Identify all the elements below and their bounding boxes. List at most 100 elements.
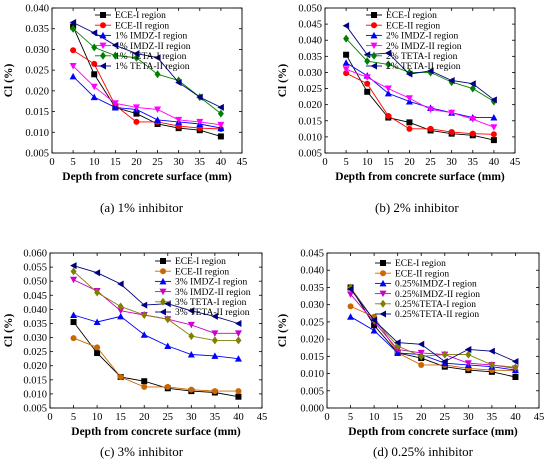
y-axis-title: Cl (%) bbox=[277, 64, 289, 98]
x-tick-label: 45 bbox=[510, 157, 521, 168]
data-point bbox=[342, 22, 350, 30]
y-axis-title: Cl (%) bbox=[3, 64, 15, 98]
y-tick-label: 0.025 bbox=[298, 84, 322, 95]
data-point bbox=[111, 103, 119, 111]
data-point bbox=[464, 360, 472, 367]
legend-marker bbox=[99, 42, 107, 50]
data-point bbox=[91, 71, 98, 78]
data-point bbox=[117, 307, 125, 315]
data-point bbox=[490, 96, 497, 104]
data-point bbox=[448, 129, 455, 136]
data-point bbox=[465, 350, 472, 359]
x-axis-title: Depth from concrete surface (mm) bbox=[71, 426, 241, 438]
y-tick-label: 0.040 bbox=[25, 4, 49, 15]
legend-marker bbox=[380, 260, 386, 266]
x-tick-label: 30 bbox=[446, 157, 457, 168]
data-point bbox=[94, 350, 101, 357]
data-point bbox=[140, 331, 148, 338]
y-tick-label: 0.035 bbox=[23, 319, 47, 330]
data-point bbox=[343, 51, 350, 58]
x-tick-label: 10 bbox=[362, 157, 373, 168]
data-point bbox=[69, 19, 77, 26]
data-point bbox=[187, 350, 195, 358]
data-point bbox=[91, 60, 98, 67]
y-tick-label: 0.030 bbox=[23, 333, 47, 344]
data-point bbox=[384, 89, 392, 97]
data-point bbox=[154, 54, 161, 62]
data-point bbox=[343, 34, 350, 43]
data-point bbox=[70, 262, 77, 270]
data-point bbox=[211, 352, 219, 359]
data-point bbox=[154, 116, 162, 123]
panel-2: 0 5 10 15 20 25 30 35 40 45 0.005 0.010 0.015 0.020 0.… bbox=[277, 4, 520, 216]
panel-caption: (d) 0.25% inhibitor bbox=[373, 444, 474, 459]
legend-label: ECE-I region bbox=[386, 11, 437, 21]
legend-label: ECE-II region bbox=[115, 21, 169, 31]
data-point bbox=[384, 49, 392, 57]
panel-1: 0 5 10 15 20 25 30 35 40 45 0.005 0.010 0.015 0.020 0.… bbox=[3, 4, 247, 216]
data-point bbox=[70, 276, 78, 284]
data-point bbox=[164, 342, 172, 349]
legend-label: 0.25%TETA-I region bbox=[395, 300, 476, 310]
legend-label: ECE-I region bbox=[175, 257, 226, 267]
x-tick-label: 25 bbox=[440, 412, 451, 423]
data-point bbox=[196, 118, 204, 126]
data-point bbox=[512, 363, 519, 372]
data-point bbox=[490, 124, 498, 131]
data-point bbox=[154, 70, 161, 79]
x-axis-title: Depth from concrete surface (mm) bbox=[348, 426, 518, 438]
y-tick-label: 0.035 bbox=[298, 52, 322, 63]
x-tick-label: 25 bbox=[163, 412, 174, 423]
legend-marker bbox=[159, 277, 167, 285]
data-point bbox=[211, 330, 219, 337]
data-point bbox=[469, 116, 477, 123]
data-point bbox=[90, 93, 98, 101]
series-line-4 bbox=[72, 65, 221, 126]
data-point bbox=[141, 378, 148, 385]
legend-marker bbox=[379, 279, 387, 287]
x-tick-label: 5 bbox=[71, 412, 76, 423]
data-point bbox=[141, 311, 148, 319]
data-point bbox=[364, 57, 371, 66]
legend-marker bbox=[371, 51, 377, 60]
legend-label: 1% TETA-I region bbox=[115, 52, 187, 62]
series-line-1 bbox=[72, 26, 222, 137]
x-tick-label: 0 bbox=[322, 157, 327, 168]
x-tick-label: 15 bbox=[392, 412, 403, 423]
y-tick-label: 0.045 bbox=[298, 20, 322, 31]
legend-marker bbox=[100, 12, 106, 18]
legend-label: 2% TETA-I region bbox=[386, 52, 458, 62]
x-tick-label: 0 bbox=[47, 412, 52, 423]
data-point bbox=[217, 109, 224, 118]
data-point bbox=[235, 336, 242, 345]
series-line-6 bbox=[345, 25, 495, 101]
legend-label: 3% IMDZ-II region bbox=[175, 288, 251, 298]
legend-marker bbox=[99, 31, 107, 39]
data-point bbox=[90, 29, 98, 37]
data-point bbox=[441, 350, 448, 359]
y-tick-label: 0.020 bbox=[300, 335, 324, 346]
x-tick-label: 20 bbox=[131, 157, 142, 168]
data-point bbox=[140, 301, 148, 309]
legend-marker bbox=[380, 299, 386, 308]
data-point bbox=[94, 288, 101, 297]
data-point bbox=[132, 104, 140, 111]
x-tick-label: 0 bbox=[324, 412, 329, 423]
series-line-1 bbox=[350, 287, 516, 378]
series-line-2 bbox=[73, 337, 239, 392]
x-tick-label: 30 bbox=[173, 157, 184, 168]
data-point bbox=[133, 118, 140, 125]
y-tick-label: 0.015 bbox=[23, 375, 47, 386]
data-point bbox=[133, 110, 140, 117]
data-point bbox=[211, 336, 218, 345]
legend-label: ECE-I region bbox=[115, 11, 166, 21]
data-point bbox=[164, 383, 171, 390]
legend-marker bbox=[99, 62, 106, 70]
data-point bbox=[364, 88, 371, 95]
data-point bbox=[469, 130, 476, 137]
x-tick-label: 10 bbox=[92, 412, 103, 423]
data-point bbox=[93, 318, 101, 326]
data-point bbox=[154, 106, 162, 113]
data-point bbox=[427, 125, 434, 132]
